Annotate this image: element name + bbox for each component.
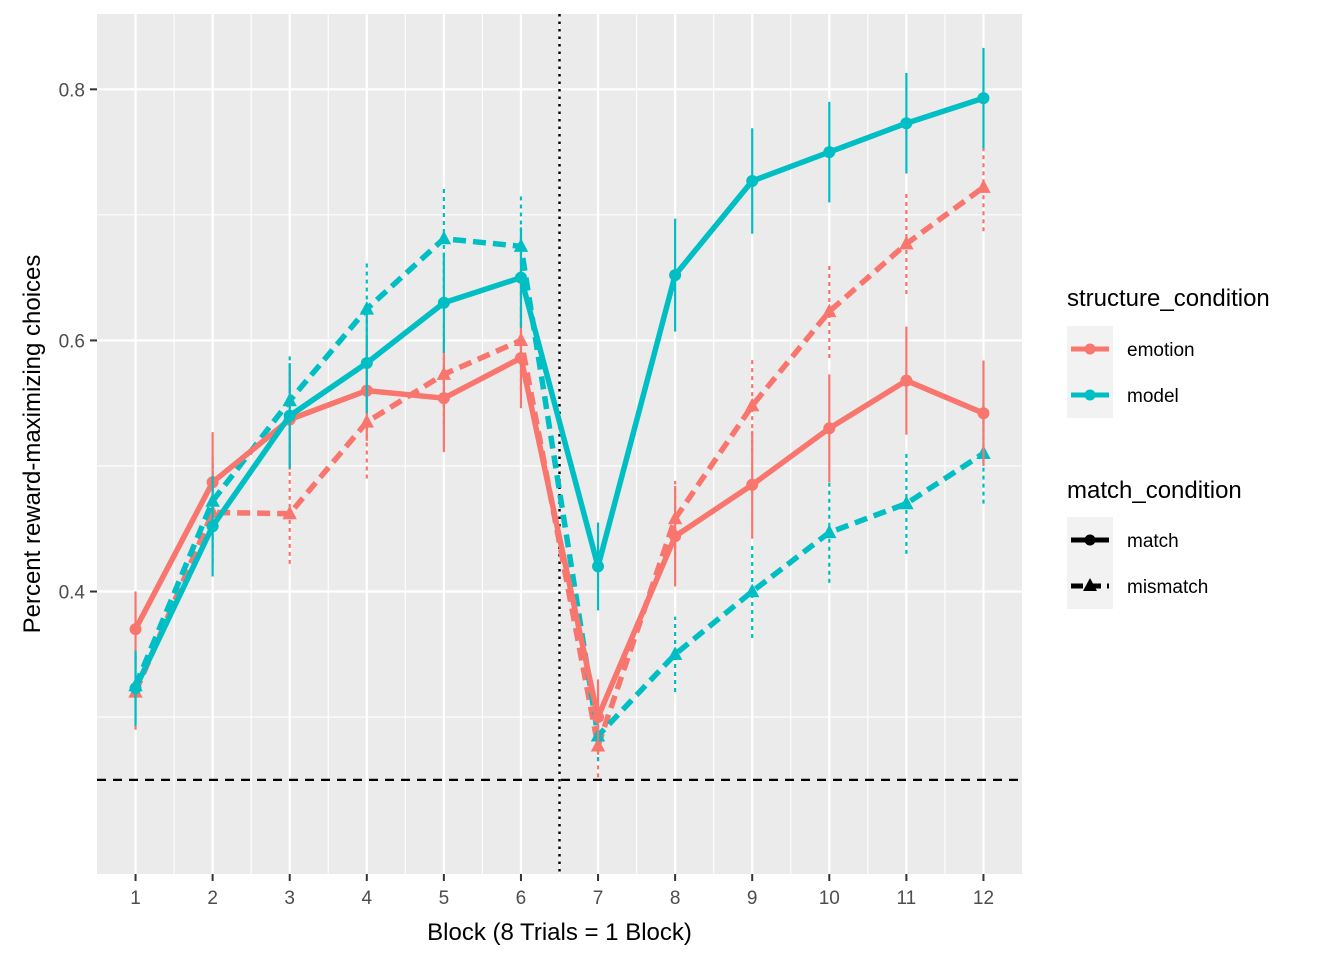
x-tick-label: 2 [207, 888, 218, 909]
legend-title-structure: structure_condition [1067, 285, 1270, 312]
legend-label-model: model [1127, 386, 1179, 407]
data-point-model-match [746, 174, 759, 187]
x-tick-label: 5 [439, 888, 450, 909]
reference-lines [97, 14, 1022, 874]
data-point-model-match [669, 269, 682, 282]
data-point-emotion-mismatch [282, 505, 297, 520]
data-point-model-mismatch [436, 230, 452, 245]
x-tick-label: 8 [670, 888, 681, 909]
data-point-model-match [283, 409, 296, 422]
data-point-model-match [129, 682, 142, 695]
data-point-model-mismatch [822, 524, 837, 539]
data-point-emotion-match [514, 352, 527, 364]
data-point-emotion-match [977, 407, 990, 420]
data-point-emotion-match [746, 478, 759, 491]
data-point-emotion-mismatch [899, 235, 914, 250]
data-point-model-match [514, 271, 527, 284]
legend: structure_condition emotion model match_… [1067, 285, 1270, 609]
x-tick-label: 6 [516, 888, 527, 909]
legend-key-match-point [1084, 534, 1096, 546]
legend-label-mismatch: mismatch [1127, 577, 1208, 598]
data-point-emotion-mismatch [745, 397, 760, 412]
data-point-model-mismatch [745, 583, 760, 598]
y-tick-label: 0.8 [59, 80, 85, 101]
data-point-emotion-match [437, 392, 450, 405]
series-layer [128, 47, 991, 778]
x-tick-label: 1 [130, 888, 141, 909]
y-axis-title: Percent reward-maximizing choices [19, 255, 46, 634]
series-line-model-match [133, 95, 985, 690]
data-point-model-match [360, 357, 373, 370]
legend-key-model-point [1084, 389, 1096, 401]
axes: 1 2 3 4 5 6 7 8 9 10 11 120.40.60.8 [59, 80, 994, 909]
x-tick-label: 11 [897, 888, 917, 909]
data-point-model-match [592, 560, 605, 573]
data-point-emotion-match [669, 530, 682, 543]
series-line-model-mismatch [132, 235, 986, 739]
y-tick-label: 0.4 [59, 583, 86, 604]
x-tick-label: 10 [819, 888, 840, 909]
data-point-emotion-match [823, 422, 836, 435]
data-point-emotion-mismatch [822, 303, 837, 318]
data-point-model-match [437, 296, 450, 309]
data-point-model-mismatch [899, 495, 914, 510]
legend-label-emotion: emotion [1127, 340, 1195, 361]
series-model-match [129, 47, 990, 726]
data-point-model-match [823, 146, 836, 159]
data-point-emotion-match [129, 623, 142, 636]
x-axis-title: Block (8 Trials = 1 Block) [427, 919, 692, 946]
legend-label-match: match [1127, 531, 1179, 552]
legend-title-match: match_condition [1067, 477, 1242, 504]
legend-key-emotion-point [1084, 343, 1096, 355]
x-tick-label: 9 [747, 888, 758, 909]
data-point-model-mismatch [667, 646, 683, 660]
data-point-model-match [977, 92, 990, 105]
x-tick-label: 3 [284, 888, 295, 909]
x-tick-label: 4 [362, 888, 373, 909]
data-point-emotion-mismatch [976, 179, 991, 193]
data-point-emotion-match [592, 711, 605, 724]
data-point-emotion-match [900, 374, 913, 387]
y-tick-label: 0.6 [59, 331, 85, 352]
data-point-model-mismatch [359, 301, 374, 315]
x-tick-label: 7 [593, 888, 604, 909]
data-point-model-match [206, 520, 219, 533]
x-tick-label: 12 [973, 888, 994, 909]
legend-key-mismatch-point [1083, 578, 1097, 591]
data-point-model-match [900, 117, 913, 130]
series-model-mismatch [128, 188, 991, 762]
